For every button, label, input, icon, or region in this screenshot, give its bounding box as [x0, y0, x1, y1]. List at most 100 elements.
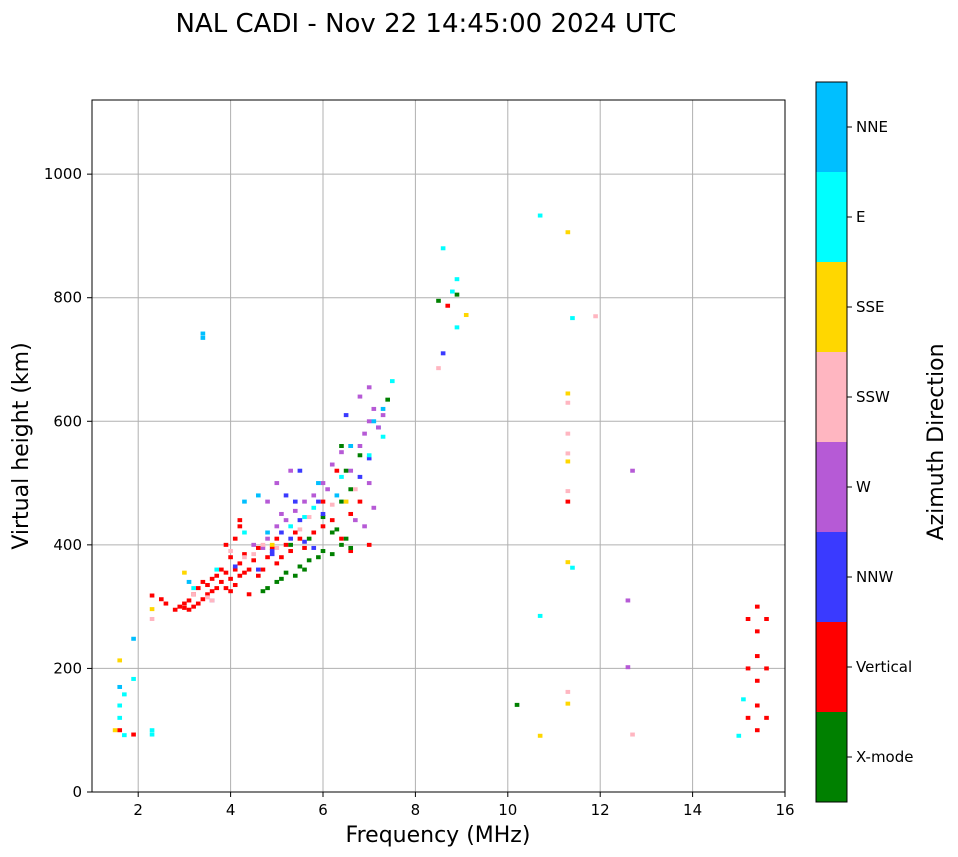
data-point-e	[570, 316, 575, 321]
data-point-ssw	[565, 451, 571, 456]
colorbar: X-mode Vertical NNW W SSW SSE E NNE	[815, 81, 913, 803]
data-point-nnw	[279, 530, 284, 535]
data-point-e	[537, 613, 543, 618]
data-point-w	[366, 419, 372, 424]
data-point-vertical	[223, 586, 229, 591]
data-point-vertical	[117, 728, 123, 733]
data-point-vertical	[228, 555, 233, 560]
data-point-sse	[565, 391, 571, 396]
data-point-nnw	[357, 474, 363, 479]
data-point-ssw	[565, 400, 571, 405]
data-point-x-mode	[320, 549, 326, 554]
data-point-e	[741, 697, 746, 702]
data-point-e	[117, 703, 123, 708]
data-point-w	[292, 508, 298, 513]
data-point-w	[362, 431, 367, 436]
data-point-x-mode	[348, 545, 354, 550]
data-point-ssw	[191, 592, 196, 597]
data-point-x-mode	[343, 536, 349, 541]
data-point-vertical	[265, 555, 270, 560]
colorbar-tick-label: E	[856, 208, 865, 226]
colorbar-tick-label: SSE	[856, 298, 885, 316]
data-point-vertical	[283, 542, 289, 547]
data-point-vertical	[256, 545, 261, 550]
data-point-nnw	[343, 413, 349, 418]
data-point-w	[265, 499, 270, 504]
data-point-x-mode	[279, 576, 284, 581]
data-point-e	[537, 213, 543, 218]
data-point-w	[251, 542, 257, 547]
data-point-x-mode	[320, 515, 326, 520]
y-tick-label: 0	[72, 783, 82, 801]
data-point-w	[260, 545, 266, 550]
data-point-x-mode	[316, 555, 321, 560]
data-point-x-mode	[306, 558, 312, 563]
data-point-vertical	[754, 703, 760, 708]
data-point-vertical	[237, 561, 243, 566]
data-point-w	[274, 524, 280, 529]
data-point-sse	[149, 607, 155, 612]
data-point-sse	[463, 313, 469, 318]
data-point-e	[454, 325, 460, 330]
data-point-nne	[117, 684, 123, 689]
data-point-w	[274, 481, 280, 486]
data-point-ssw	[242, 555, 247, 560]
data-point-ssw	[353, 487, 358, 492]
data-point-x-mode	[306, 536, 312, 541]
data-point-e	[736, 733, 742, 738]
colorbar-tick-label: Vertical	[856, 658, 912, 676]
data-point-nne	[316, 481, 321, 486]
x-tick-label: 4	[226, 801, 236, 819]
data-point-vertical	[764, 666, 769, 671]
data-point-vertical	[288, 549, 293, 554]
data-point-ssw	[565, 689, 571, 694]
colorbar-label: Azimuth Direction	[924, 343, 949, 540]
data-point-nnw	[288, 536, 293, 541]
data-point-sse	[565, 230, 571, 235]
data-point-vertical	[320, 499, 326, 504]
data-point-e	[131, 676, 136, 681]
colorbar-swatch	[816, 442, 847, 532]
data-point-nnw	[283, 493, 289, 498]
data-point-nne	[380, 406, 386, 411]
data-point-vertical	[334, 468, 340, 473]
colorbar-swatch	[816, 262, 847, 352]
data-point-w	[325, 487, 330, 492]
colorbar-swatch	[816, 172, 847, 262]
plot-frame	[91, 99, 786, 793]
data-point-e	[570, 565, 575, 570]
data-point-x-mode	[274, 579, 280, 584]
x-tick-label: 2	[133, 801, 143, 819]
data-point-vertical	[186, 598, 192, 603]
data-point-vertical	[445, 303, 451, 308]
data-point-vertical	[745, 715, 751, 720]
data-point-nnw	[269, 549, 275, 554]
data-point-x-mode	[329, 552, 335, 557]
data-point-vertical	[302, 545, 307, 550]
data-point-e	[191, 586, 196, 591]
data-point-e	[366, 453, 372, 458]
colorbar-swatch	[816, 352, 847, 442]
data-point-e	[242, 530, 247, 535]
data-point-vertical	[131, 732, 136, 737]
colorbar-swatch	[816, 532, 847, 622]
data-point-x-mode	[343, 468, 349, 473]
y-tick-label: 1000	[44, 165, 82, 183]
x-tick-label: 14	[683, 801, 702, 819]
data-point-vertical	[320, 524, 326, 529]
data-point-vertical	[205, 592, 210, 597]
data-point-x-mode	[339, 542, 344, 547]
data-point-w	[348, 468, 354, 473]
data-point-vertical	[186, 607, 192, 612]
data-point-x-mode	[288, 542, 293, 547]
data-point-vertical	[311, 530, 317, 535]
data-point-w	[357, 444, 363, 448]
data-point-ssw	[565, 431, 571, 436]
data-marks	[112, 213, 769, 738]
data-point-nnw	[232, 564, 238, 569]
data-point-e	[311, 505, 317, 510]
data-point-sse	[537, 733, 543, 738]
data-point-x-mode	[283, 570, 289, 575]
data-point-vertical	[348, 549, 354, 554]
